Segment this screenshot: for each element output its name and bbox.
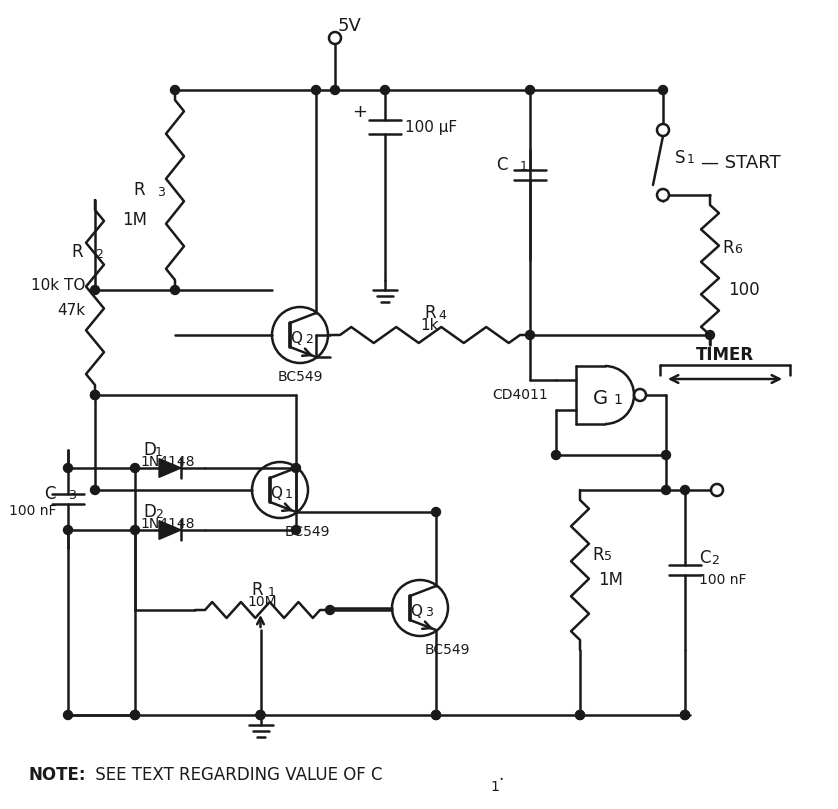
Circle shape	[292, 526, 301, 535]
Text: R: R	[133, 181, 145, 199]
Text: 1k: 1k	[421, 317, 439, 332]
Text: R: R	[251, 581, 263, 599]
Text: 100 nF: 100 nF	[8, 504, 56, 518]
Text: 1: 1	[285, 488, 292, 501]
Text: 3: 3	[157, 186, 165, 199]
Circle shape	[325, 605, 334, 615]
Text: +: +	[352, 103, 367, 121]
Text: 1: 1	[490, 780, 499, 794]
Text: SEE TEXT REGARDING VALUE OF C: SEE TEXT REGARDING VALUE OF C	[90, 766, 382, 784]
Circle shape	[256, 710, 265, 719]
Circle shape	[292, 464, 301, 472]
Text: NOTE:: NOTE:	[28, 766, 85, 784]
Text: Q: Q	[270, 485, 282, 501]
Text: 5: 5	[604, 550, 612, 563]
Circle shape	[432, 507, 441, 516]
Circle shape	[576, 710, 584, 719]
Text: C: C	[496, 156, 508, 174]
Text: 1N4148: 1N4148	[140, 517, 194, 531]
Circle shape	[680, 710, 690, 719]
Circle shape	[64, 464, 73, 472]
Circle shape	[91, 286, 100, 294]
Text: 1M: 1M	[598, 571, 623, 589]
Text: 2: 2	[95, 248, 103, 261]
Text: BC549: BC549	[425, 643, 470, 657]
Polygon shape	[159, 459, 181, 477]
Text: 3: 3	[68, 489, 76, 502]
Text: D: D	[143, 441, 156, 459]
Text: BC549: BC549	[277, 370, 323, 384]
Circle shape	[131, 464, 139, 472]
Circle shape	[525, 86, 535, 95]
Circle shape	[380, 86, 390, 95]
Circle shape	[256, 710, 265, 719]
Circle shape	[661, 451, 670, 460]
Text: 1: 1	[267, 586, 276, 599]
Circle shape	[706, 331, 715, 340]
Circle shape	[131, 526, 139, 535]
Text: 100 nF: 100 nF	[699, 573, 747, 587]
Circle shape	[91, 391, 100, 400]
Circle shape	[657, 189, 669, 201]
Text: 1: 1	[687, 153, 695, 166]
Circle shape	[659, 86, 668, 95]
Text: Q: Q	[410, 604, 422, 619]
Circle shape	[131, 710, 139, 719]
Circle shape	[657, 124, 669, 136]
Circle shape	[91, 391, 100, 400]
Text: R: R	[592, 546, 603, 564]
Text: TIMER: TIMER	[696, 346, 754, 364]
Text: R: R	[722, 239, 733, 257]
Text: 100 µF: 100 µF	[405, 120, 457, 134]
Text: C: C	[699, 549, 711, 567]
Circle shape	[680, 710, 690, 719]
Text: 3: 3	[425, 606, 433, 619]
Circle shape	[525, 331, 535, 340]
Text: 1: 1	[613, 393, 622, 407]
Circle shape	[91, 485, 100, 494]
Circle shape	[329, 32, 341, 44]
Text: — START: — START	[701, 154, 781, 172]
Text: Q: Q	[290, 331, 302, 345]
Text: 1M: 1M	[122, 211, 147, 229]
Text: 1: 1	[520, 160, 528, 173]
Circle shape	[680, 485, 690, 494]
Text: 10M: 10M	[248, 595, 277, 609]
Circle shape	[661, 485, 670, 494]
Text: D: D	[143, 503, 156, 521]
Text: 6: 6	[734, 243, 742, 256]
Text: R: R	[424, 304, 436, 322]
Circle shape	[330, 86, 339, 95]
Text: S: S	[675, 149, 685, 167]
Polygon shape	[159, 521, 181, 540]
Text: 1N4148: 1N4148	[140, 455, 194, 469]
Circle shape	[131, 710, 139, 719]
Circle shape	[432, 710, 441, 719]
Text: 1: 1	[155, 446, 163, 459]
Text: CD4011: CD4011	[492, 388, 548, 402]
Text: 2: 2	[711, 554, 719, 567]
Text: 47k: 47k	[57, 303, 85, 317]
Circle shape	[64, 710, 73, 719]
Circle shape	[432, 710, 441, 719]
Circle shape	[170, 286, 179, 294]
Text: .: .	[498, 766, 504, 784]
Text: 2: 2	[305, 333, 313, 346]
Text: C: C	[44, 485, 56, 503]
Circle shape	[576, 710, 584, 719]
Text: G: G	[592, 388, 608, 408]
Circle shape	[551, 451, 561, 460]
Text: 4: 4	[438, 309, 446, 322]
Circle shape	[711, 484, 723, 496]
Text: 5V: 5V	[338, 17, 362, 35]
Circle shape	[170, 86, 179, 95]
Text: R: R	[71, 243, 83, 261]
Circle shape	[312, 86, 320, 95]
Text: 100: 100	[728, 281, 759, 299]
Text: BC549: BC549	[285, 525, 330, 539]
Circle shape	[64, 526, 73, 535]
Text: 10k TO: 10k TO	[31, 277, 85, 293]
Text: 2: 2	[155, 508, 163, 521]
